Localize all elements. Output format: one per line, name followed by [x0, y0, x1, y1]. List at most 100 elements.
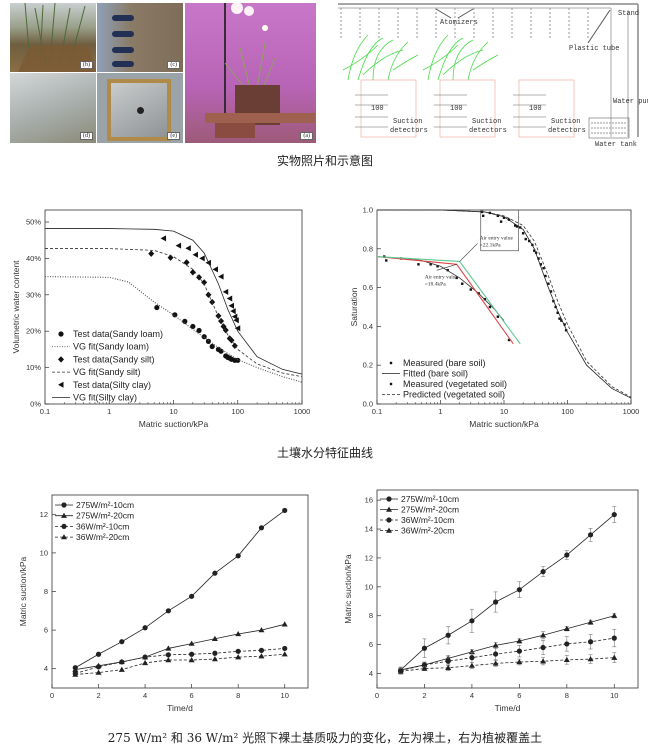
marker-square	[502, 216, 506, 219]
marker-circle	[587, 639, 594, 645]
legend-label: Fitted (bare soil)	[403, 369, 468, 379]
marker-circle	[212, 570, 218, 576]
marker-square	[513, 224, 517, 227]
marker-triangle-left	[185, 245, 191, 252]
marker-triangle	[61, 534, 67, 540]
y-tick-label: 16	[365, 496, 373, 505]
x-tick-label: 2	[422, 691, 426, 700]
marker-triangle	[211, 656, 218, 662]
marker-triangle-left	[230, 308, 236, 315]
dim-label: 100	[529, 105, 542, 113]
legend-label: Predicted (vegetated soil)	[403, 390, 505, 400]
marker-square	[417, 263, 420, 266]
marker-triangle	[587, 619, 594, 625]
marker-circle	[189, 651, 195, 657]
legend-label: Test data(Silty clay)	[73, 380, 151, 390]
series-36w-m-20cm	[72, 651, 288, 677]
marker-circle	[190, 323, 196, 330]
series-line	[45, 228, 303, 375]
sensor-illustration	[112, 15, 134, 67]
chamber-illustration	[205, 3, 315, 138]
marker-circle	[142, 654, 148, 660]
legend-entry: Fitted (bare soil)	[382, 369, 468, 379]
y-tick-label: 14	[365, 525, 373, 534]
schematic-diagram: Atomizers Stand Plastic tube 100 100 100…	[338, 3, 648, 149]
suction-detectors-label: detectors	[390, 127, 428, 135]
marker-triangle-left	[226, 295, 233, 302]
series-36w-m-20cm	[397, 652, 618, 675]
marker-circle	[154, 304, 160, 311]
marker-triangle-left	[234, 325, 241, 332]
water-tank	[588, 117, 630, 139]
marker-square	[537, 257, 540, 260]
marker-triangle	[72, 671, 79, 677]
marker-square	[544, 274, 547, 278]
dim-label: 100	[450, 105, 463, 113]
legend-label: 275W/m²-10cm	[76, 500, 134, 510]
figure3-caption: 275 W/m² 和 36 W/m² 光照下裸土基质吸力的变化，左为裸土，右为植…	[107, 731, 543, 745]
x-tick-label: 0.1	[372, 407, 382, 416]
marker-square	[461, 282, 464, 285]
marker-triangle	[611, 654, 618, 660]
dim-label: 100	[371, 105, 384, 113]
legend-label: Measured (vegetated soil)	[403, 379, 507, 389]
marker-circle	[469, 655, 475, 661]
marker-triangle	[72, 666, 79, 672]
x-tick-label: 1	[107, 407, 111, 416]
marker-square	[560, 319, 563, 322]
marker-circle	[516, 587, 522, 593]
legend-label: 36W/m²-20cm	[76, 532, 129, 542]
photo-label: (d)	[80, 132, 93, 140]
annotation-arrow	[459, 243, 478, 262]
marker-circle	[58, 331, 64, 337]
plant-middle	[422, 34, 499, 81]
marker-square	[542, 267, 545, 270]
y-tick-label: 4	[44, 664, 48, 673]
legend-entry: 36W/m²-20cm	[55, 532, 129, 542]
legend-entry: 36W/m²-10cm	[55, 521, 129, 531]
x-axis-label: Matric suction/kPa	[139, 419, 209, 429]
series-test-data-sandy-loam-	[154, 304, 241, 363]
marker-circle	[172, 312, 178, 318]
y-tick-label: 6	[44, 626, 48, 635]
legend-label: 36W/m²-20cm	[401, 526, 454, 536]
marker-square	[429, 263, 432, 266]
marker-circle	[445, 658, 451, 664]
legend-entry: 36W/m²-10cm	[380, 515, 454, 525]
marker-circle	[493, 599, 499, 605]
x-tick-label: 6	[190, 691, 194, 700]
annotation-text: =22.1kPa	[480, 242, 502, 248]
marker-circle	[386, 517, 392, 523]
x-axis-label: Matric suction/kPa	[469, 419, 539, 429]
marker-square	[455, 276, 458, 280]
marker-square	[389, 361, 393, 365]
marker-triangle	[563, 656, 570, 663]
y-tick-label: 0%	[30, 400, 41, 409]
y-tick-label: 0.4	[363, 322, 373, 331]
x-tick-label: 100	[231, 407, 244, 416]
marker-circle	[235, 553, 241, 559]
y-axis-label: Saturation	[349, 287, 359, 326]
marker-triangle	[386, 527, 392, 533]
y-tick-label: 8	[44, 587, 48, 596]
marker-square	[496, 214, 500, 218]
y-tick-label: 40%	[26, 254, 41, 263]
y-tick-label: 0.0	[363, 400, 373, 409]
y-tick-label: 12	[40, 510, 48, 519]
marker-triangle	[492, 642, 499, 648]
photo-label: (b)	[80, 61, 93, 69]
plot-frame	[376, 489, 639, 689]
marker-square	[499, 220, 503, 223]
legend-entry: VG fit(Sandy silt)	[52, 367, 141, 377]
y-tick-label: 50%	[26, 218, 41, 227]
legend-label: VG fit(Sandy loam)	[73, 342, 149, 352]
marker-circle	[564, 641, 570, 647]
legend-entry: 275W/m²-20cm	[55, 511, 134, 521]
marker-square	[554, 305, 557, 309]
marker-triangle-left	[222, 288, 229, 295]
y-axis-label: Volumetric water content	[11, 260, 21, 354]
marker-square	[547, 282, 550, 285]
marker-square	[564, 329, 568, 332]
x-tick-label: 0	[50, 691, 54, 700]
marker-triangle-left	[160, 235, 167, 242]
